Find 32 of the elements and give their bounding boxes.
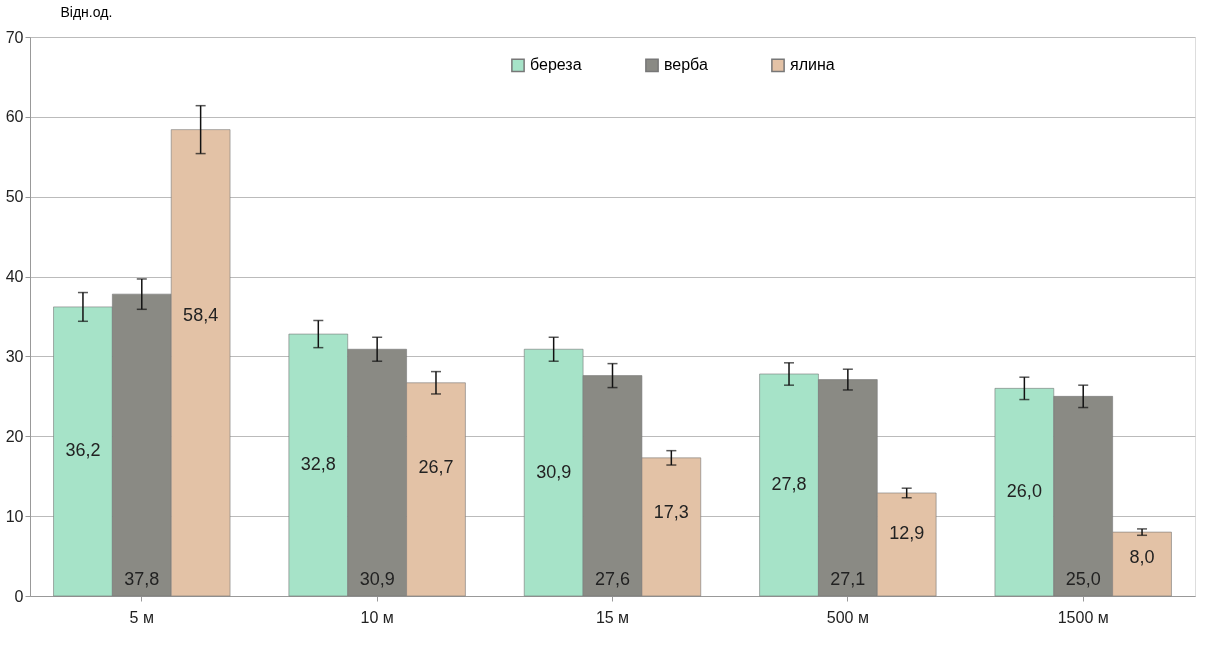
x-tick-label: 500 м xyxy=(826,608,869,626)
x-tick-label: 1500 м xyxy=(1057,608,1109,626)
x-tick-label: 5 м xyxy=(129,608,154,626)
y-tick-label: 40 xyxy=(5,268,24,286)
data-label: 8,0 xyxy=(1129,546,1155,567)
data-label: 32,8 xyxy=(300,454,336,475)
legend-label: береза xyxy=(530,56,582,74)
data-label: 30,9 xyxy=(536,461,572,482)
data-label: 27,8 xyxy=(771,474,807,494)
data-label: 12,9 xyxy=(889,523,925,544)
data-label: 25,0 xyxy=(1065,569,1101,590)
y-tick-label: 30 xyxy=(5,347,24,365)
y-tick-label: 20 xyxy=(5,427,24,445)
y-tick-label: 50 xyxy=(5,188,24,206)
y-tick-label: 70 xyxy=(5,28,24,46)
data-label: 37,8 xyxy=(124,569,160,590)
x-tick-label: 10 м xyxy=(360,608,394,626)
data-label: 26,7 xyxy=(418,457,454,478)
data-label: 30,9 xyxy=(359,569,395,590)
y-axis-title: Відн.од. xyxy=(60,3,113,20)
data-label: 17,3 xyxy=(653,502,689,523)
data-label: 27,6 xyxy=(594,569,631,590)
legend-label: ялина xyxy=(790,56,835,74)
data-label: 27,1 xyxy=(830,569,866,590)
y-tick-label: 10 xyxy=(5,507,24,525)
data-label: 26,0 xyxy=(1006,481,1042,502)
legend-label: верба xyxy=(664,56,708,74)
data-label: 58,4 xyxy=(183,305,219,326)
y-tick-label: 0 xyxy=(14,587,24,605)
x-tick-label: 15 м xyxy=(595,608,630,626)
data-label: 36,2 xyxy=(65,440,101,461)
y-tick-label: 60 xyxy=(5,108,24,126)
